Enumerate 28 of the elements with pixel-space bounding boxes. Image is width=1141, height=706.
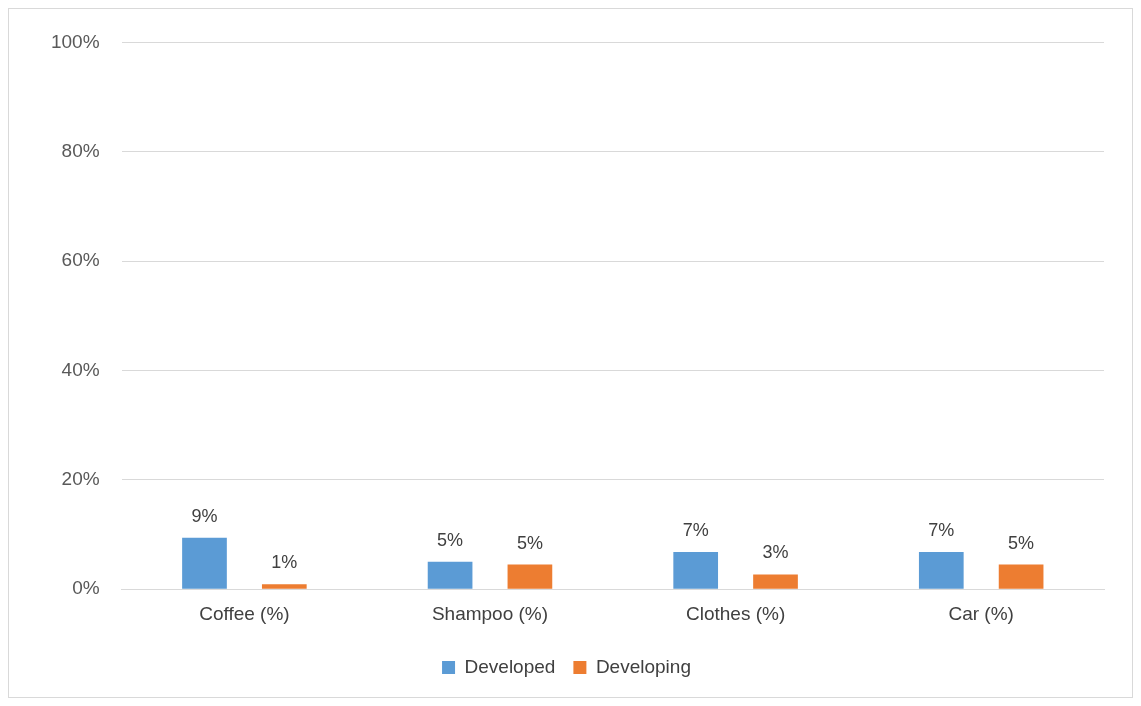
bar xyxy=(261,584,307,589)
data-label: 3% xyxy=(762,542,789,563)
bar xyxy=(918,552,964,589)
bar xyxy=(673,552,719,589)
data-label: 7% xyxy=(928,519,955,540)
legend-label: Developed xyxy=(464,655,556,677)
y-tick-label: 100% xyxy=(50,30,100,52)
x-tick-label: Car (%) xyxy=(948,602,1014,624)
x-tick-label: Shampoo (%) xyxy=(431,602,549,624)
bar xyxy=(998,564,1044,589)
bar xyxy=(427,561,473,589)
x-tick-label: Coffee (%) xyxy=(199,602,290,624)
data-label: 7% xyxy=(682,519,709,540)
y-tick-label: 20% xyxy=(61,468,100,490)
x-tick-label: Clothes (%) xyxy=(685,602,786,624)
y-tick-label: 0% xyxy=(72,577,100,599)
legend-label: Developing xyxy=(595,655,691,677)
y-tick-label: 80% xyxy=(61,139,100,161)
data-label: 5% xyxy=(437,529,464,550)
y-tick-label: 40% xyxy=(61,358,100,380)
data-label: 5% xyxy=(516,532,543,553)
data-label: 9% xyxy=(191,505,218,526)
bar xyxy=(182,537,227,589)
data-label: 1% xyxy=(271,552,298,573)
y-tick-label: 60% xyxy=(61,249,100,271)
data-label: 5% xyxy=(1008,532,1035,553)
bar xyxy=(753,574,798,589)
bar xyxy=(507,564,553,589)
